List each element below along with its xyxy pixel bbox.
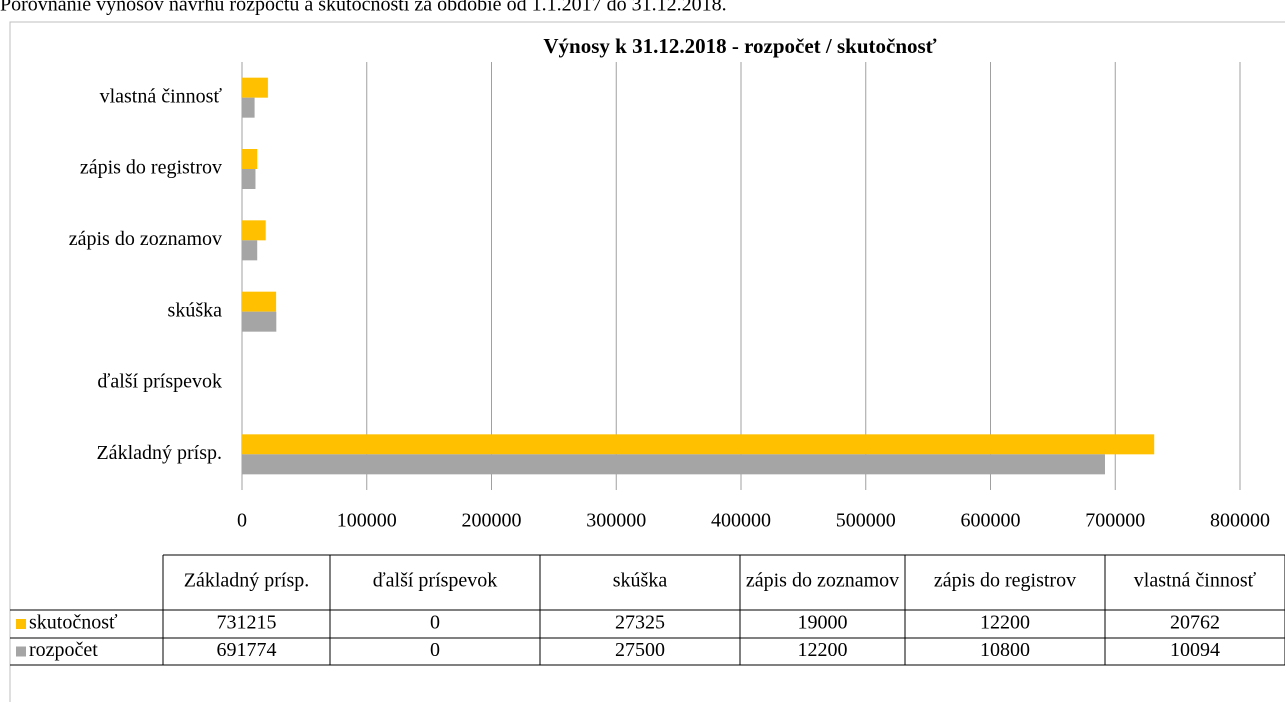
table-cell: 27500 [615,639,665,661]
table-cell: 0 [430,639,440,661]
table-cell: 20762 [1170,612,1220,634]
bar [242,169,256,189]
table-header: vlastná činnosť [1134,570,1257,592]
x-tick-label: 200000 [462,510,522,532]
x-tick-label: 100000 [337,510,397,532]
x-tick-label: 300000 [586,510,646,532]
y-tick-label: skúška [168,299,223,321]
bar [242,434,1155,455]
table-cell: 12200 [798,639,848,661]
table-header: ďalší príspevok [373,570,498,592]
intro-text: Porovnanie výnosov návrhu rozpočtu a sku… [0,0,727,16]
bar [242,77,268,98]
legend-swatch [16,646,26,657]
y-tick-label: zápis do zoznamov [69,228,222,250]
y-tick-label: Základný prísp. [96,442,222,464]
x-tick-label: 0 [237,510,247,532]
table-cell: 0 [430,612,440,634]
table-cell: 19000 [798,612,848,634]
table-header: Základný prísp. [184,570,310,592]
x-tick-label: 800000 [1210,510,1270,532]
bar [242,220,266,241]
legend-swatch [16,619,26,629]
y-tick-label: ďalší príspevok [97,371,222,393]
table-cell: 691774 [217,639,277,661]
legend-label: rozpočet [29,639,98,661]
x-tick-label: 400000 [711,510,771,532]
bar [242,97,255,118]
table-cell: 10800 [980,639,1030,661]
bar [242,311,277,332]
x-tick-label: 700000 [1085,510,1145,532]
y-tick-label: vlastná činnosť [100,85,223,107]
table-header: zápis do registrov [934,570,1076,592]
bar [242,149,258,169]
table-header: skúška [613,570,668,592]
table-cell: 731215 [217,612,277,634]
x-tick-label: 600000 [961,510,1021,532]
x-tick-label: 500000 [836,510,896,532]
bar [242,454,1105,475]
table-cell: 27325 [615,612,665,634]
chart-title: Výnosy k 31.12.2018 - rozpočet / skutočn… [543,34,936,58]
table-cell: 12200 [980,612,1030,634]
bar [242,291,277,312]
legend-label: skutočnosť [29,612,118,634]
table-cell: 10094 [1170,639,1220,661]
table-header: zápis do zoznamov [746,570,899,592]
y-tick-label: zápis do registrov [80,157,222,179]
chart-frame [9,21,1285,702]
bar [242,240,258,261]
